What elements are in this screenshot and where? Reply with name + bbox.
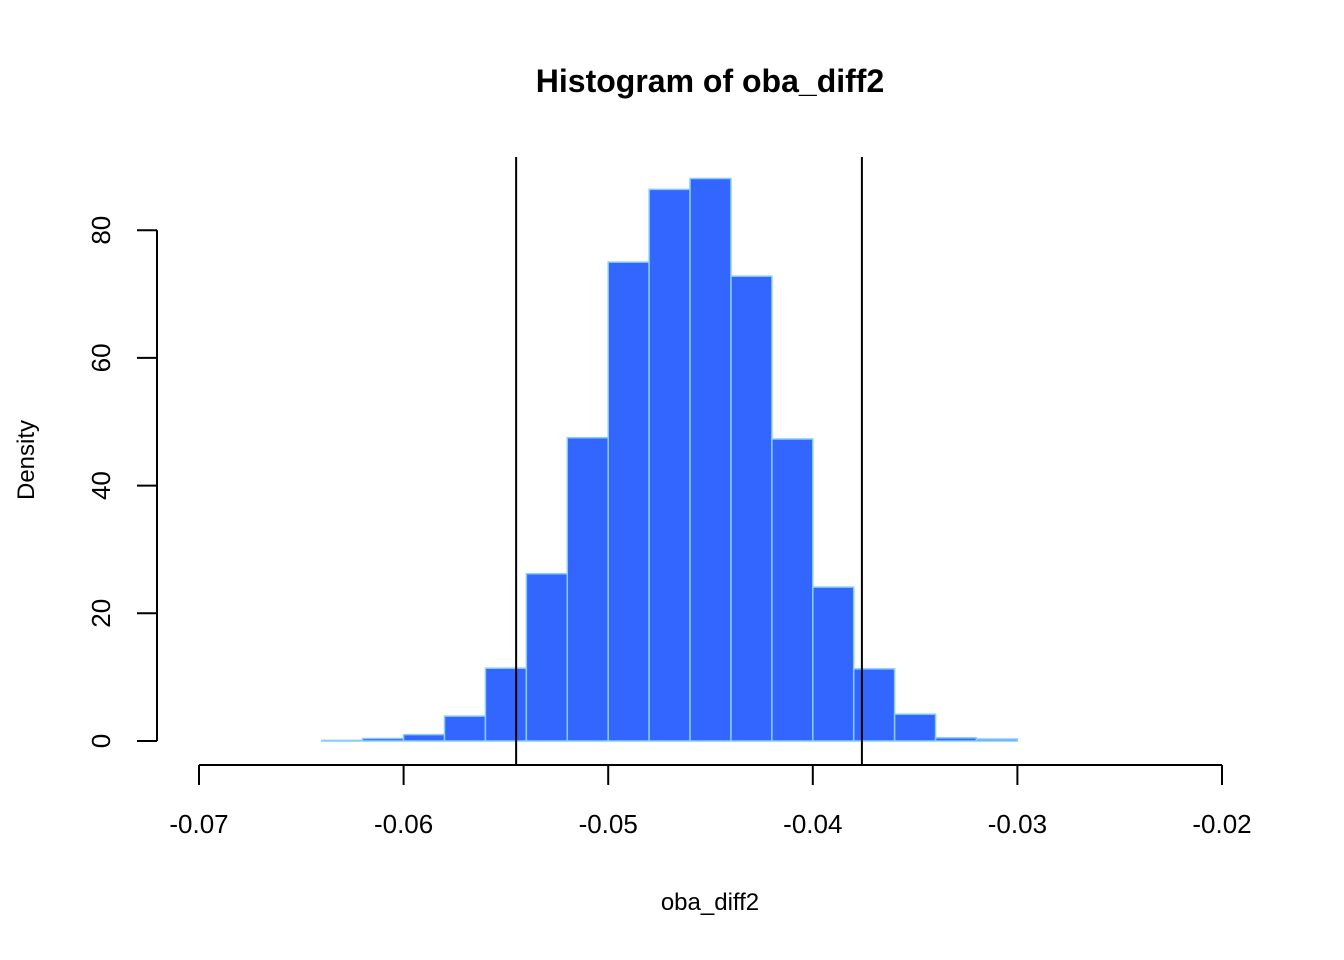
x-axis-label: oba_diff2 bbox=[661, 889, 759, 916]
histogram-bar bbox=[648, 188, 691, 742]
x-tick-label: -0.03 bbox=[988, 809, 1047, 839]
histogram-bar bbox=[730, 275, 773, 742]
y-axis: 0 20 40 60 80 bbox=[86, 216, 158, 748]
histogram-bar bbox=[893, 713, 937, 742]
x-axis: -0.07 -0.06 -0.05 -0.04 -0.03 -0.02 bbox=[169, 764, 1252, 839]
x-tick-label: -0.07 bbox=[169, 809, 228, 839]
histogram-bar bbox=[566, 436, 609, 742]
y-tick-label: 60 bbox=[86, 343, 116, 372]
histogram-bar bbox=[443, 715, 487, 742]
histogram-bar bbox=[852, 668, 896, 742]
x-tick-label: -0.05 bbox=[579, 809, 638, 839]
y-tick-label: 40 bbox=[86, 471, 116, 500]
chart-title: Histogram of oba_diff2 bbox=[536, 63, 884, 99]
y-tick-label: 20 bbox=[86, 599, 116, 628]
y-tick-label: 80 bbox=[86, 216, 116, 245]
histogram-bar bbox=[934, 737, 978, 742]
histogram-bar bbox=[484, 667, 528, 742]
histogram-bar bbox=[525, 572, 569, 742]
histogram-bar bbox=[812, 586, 855, 742]
histogram-bar bbox=[361, 737, 405, 742]
histogram-bar bbox=[321, 739, 364, 742]
histogram-bar bbox=[771, 438, 814, 742]
x-tick-label: -0.04 bbox=[783, 809, 842, 839]
x-tick-label: -0.06 bbox=[374, 809, 433, 839]
histogram-bar bbox=[689, 177, 732, 742]
histogram-bar bbox=[402, 733, 446, 742]
histogram-bar bbox=[975, 738, 1019, 742]
histogram-bar bbox=[607, 261, 650, 742]
y-tick-label: 0 bbox=[86, 734, 116, 748]
x-tick-label: -0.02 bbox=[1192, 809, 1251, 839]
histogram-bars bbox=[321, 177, 1019, 742]
y-axis-label: Density bbox=[13, 420, 40, 500]
reference-lines bbox=[515, 157, 863, 765]
